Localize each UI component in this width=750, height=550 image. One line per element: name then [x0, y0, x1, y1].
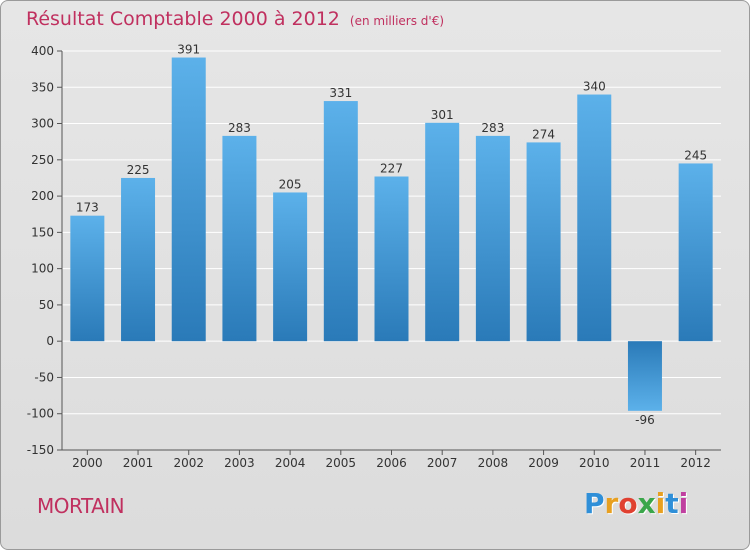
y-tick-label: -50 — [34, 370, 54, 384]
x-tick-label: 2008 — [478, 456, 509, 470]
x-tick-label: 2010 — [579, 456, 610, 470]
y-tick-label: 100 — [31, 262, 54, 276]
y-tick-label: 300 — [31, 117, 54, 131]
x-tick-label: 2009 — [528, 456, 559, 470]
y-tick-label: 200 — [31, 189, 54, 203]
y-tick-label: 50 — [39, 298, 54, 312]
data-label: 283 — [228, 121, 251, 135]
x-tick-label: 2005 — [326, 456, 357, 470]
logo-letter: o — [618, 487, 638, 520]
data-label: -96 — [635, 413, 655, 427]
logo-letter: x — [637, 487, 656, 520]
x-tick-label: 2001 — [123, 456, 154, 470]
data-label: 331 — [329, 86, 352, 100]
x-tick-label: 2000 — [72, 456, 103, 470]
bar-2007 — [425, 122, 460, 342]
data-label: 283 — [481, 121, 504, 135]
bar-2001 — [121, 177, 156, 342]
bar-2012 — [678, 163, 713, 342]
bar-2006 — [374, 176, 409, 342]
y-tick-label: 400 — [31, 44, 54, 58]
data-label: 205 — [279, 177, 302, 191]
bar-2004 — [273, 192, 308, 342]
data-label: 391 — [177, 43, 200, 57]
x-tick-label: 2007 — [427, 456, 458, 470]
y-tick-label: 350 — [31, 80, 54, 94]
logo-letter: P — [584, 487, 605, 520]
bar-2003 — [222, 135, 257, 342]
y-tick-label: -150 — [27, 443, 54, 457]
data-label: 301 — [431, 108, 454, 122]
x-tick-label: 2002 — [173, 456, 204, 470]
y-tick-label: 0 — [46, 334, 54, 348]
data-label: 274 — [532, 127, 555, 141]
chart-title: Résultat Comptable 2000 à 2012 (en millie… — [26, 8, 444, 30]
logo-letter: t — [665, 487, 679, 520]
data-label: 173 — [76, 201, 99, 215]
data-label: 340 — [583, 80, 606, 94]
bar-2011 — [627, 341, 662, 411]
bar-2009 — [526, 142, 561, 342]
bar-2002 — [171, 57, 206, 342]
x-tick-label: 2003 — [224, 456, 255, 470]
logo-letter: i — [655, 487, 666, 520]
chart-subtitle: (en milliers d'€) — [349, 14, 445, 28]
x-tick-label: 2011 — [630, 456, 661, 470]
data-label: 225 — [127, 163, 150, 177]
data-label: 245 — [684, 148, 707, 162]
bar-2000 — [70, 215, 105, 342]
x-tick-label: 2006 — [376, 456, 407, 470]
data-label: 227 — [380, 162, 403, 176]
logo-letter: r — [604, 487, 619, 520]
x-tick-label: 2004 — [275, 456, 306, 470]
logo-letter: i — [678, 487, 689, 520]
y-tick-label: 150 — [31, 225, 54, 239]
y-tick-label: 250 — [31, 153, 54, 167]
proxiti-logo: Proxiti — [584, 487, 688, 520]
chart-title-text: Résultat Comptable 2000 à 2012 — [26, 8, 340, 30]
x-tick-label: 2012 — [680, 456, 711, 470]
bar-2010 — [577, 94, 612, 342]
bar-2008 — [475, 135, 510, 342]
bar-2005 — [323, 101, 358, 342]
y-tick-label: -100 — [27, 407, 54, 421]
place-name: MORTAIN — [37, 494, 125, 518]
